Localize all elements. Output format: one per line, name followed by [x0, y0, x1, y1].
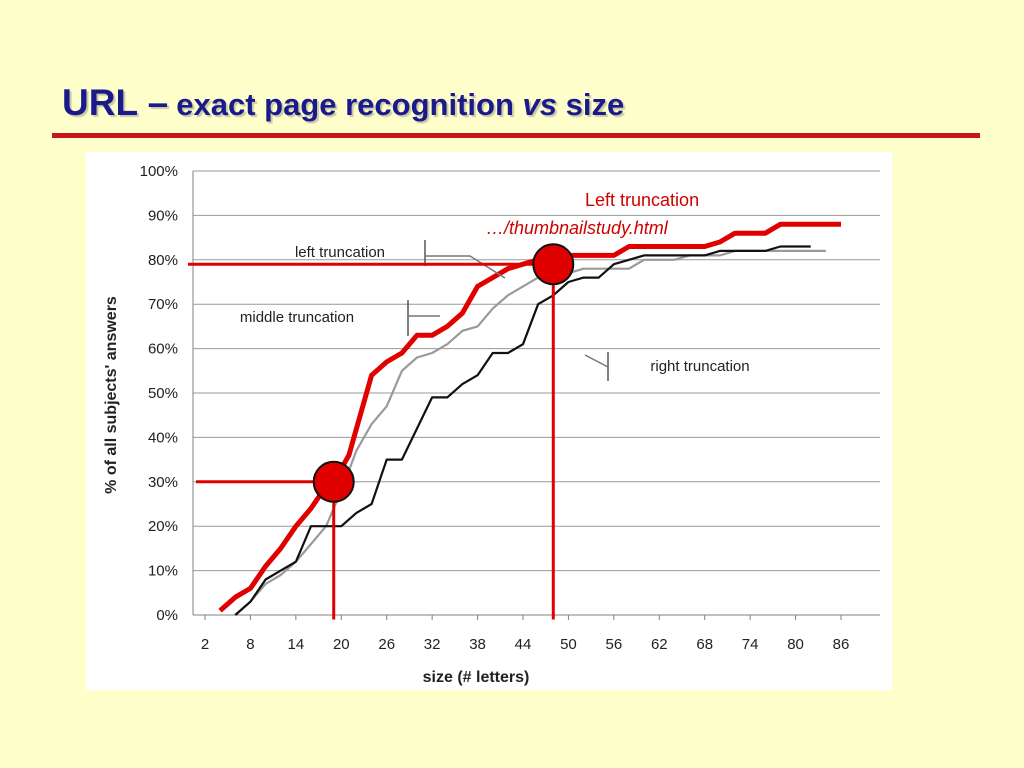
x-tick-label: 20	[333, 636, 350, 653]
highlight-marker	[312, 460, 355, 503]
title-main: URL –	[62, 82, 169, 123]
series-line-left-truncation	[218, 221, 841, 613]
annotation-line1: Left truncation	[585, 190, 700, 210]
y-tick-label: 30%	[148, 474, 178, 491]
title-subtitle: exact page recognition vs size	[176, 87, 624, 122]
series-line-middle-truncation	[234, 249, 826, 616]
x-tick-label: 74	[742, 636, 759, 653]
y-tick-label: 90%	[148, 207, 178, 224]
highlight-marker	[532, 243, 575, 286]
y-tick-label: 80%	[148, 252, 178, 269]
series-label: middle truncation	[240, 309, 354, 326]
title-rule	[52, 133, 980, 138]
x-tick-label: 32	[424, 636, 441, 653]
y-tick-label: 20%	[148, 518, 178, 535]
x-tick-label: 80	[787, 636, 804, 653]
x-tick-label: 2	[201, 636, 209, 653]
x-tick-label: 56	[606, 636, 623, 653]
chart: 0% 10% 20% 30% 40% 50% 60% 70% 80% 90% 100% 2 8 14 20 2…	[103, 163, 880, 686]
x-tick-label: 50	[560, 636, 577, 653]
series-line-right-truncation	[234, 245, 811, 616]
y-tick-label: 50%	[148, 385, 178, 402]
series-label-leader	[584, 354, 609, 368]
x-tick-label: 8	[246, 636, 254, 653]
x-tick-label: 38	[469, 636, 486, 653]
title-sub-vs: vs	[522, 87, 557, 122]
chart-panel	[86, 152, 892, 690]
title-sub-a: exact page recognition	[176, 87, 514, 122]
x-tick-label: 26	[378, 636, 395, 653]
title-sub-c: size	[565, 87, 625, 122]
series-label: left truncation	[295, 244, 385, 261]
y-tick-label: 40%	[148, 429, 178, 446]
slide-title: URL – exact page recognition vs size	[62, 84, 624, 121]
x-tick-label: 86	[833, 636, 850, 653]
x-tick-label: 14	[288, 636, 305, 653]
y-tick-label: 100%	[140, 163, 178, 180]
annotation-line2: …/thumbnailstudy.html	[486, 218, 668, 238]
series-label: right truncation	[650, 358, 749, 375]
y-tick-label: 60%	[148, 341, 178, 358]
y-axis-title: % of all subjects' answers	[103, 296, 120, 494]
x-axis-title: size (# letters)	[423, 669, 530, 686]
x-tick-label: 44	[515, 636, 532, 653]
y-tick-label: 10%	[148, 563, 178, 580]
y-tick-label: 70%	[148, 296, 178, 313]
y-tick-label: 0%	[156, 607, 178, 624]
x-tick-label: 68	[696, 636, 713, 653]
x-tick-label: 62	[651, 636, 668, 653]
series-label-leader	[425, 255, 506, 279]
